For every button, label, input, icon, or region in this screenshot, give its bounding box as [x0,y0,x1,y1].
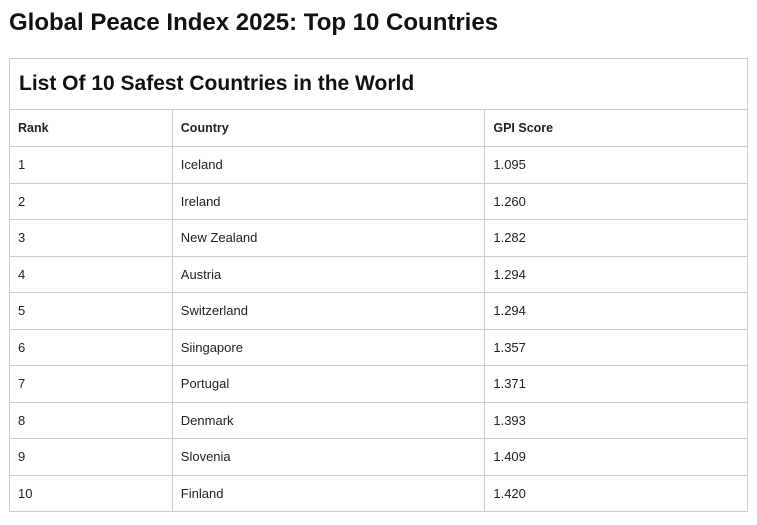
table-row: 2 Ireland 1.260 [9,182,748,220]
table-row: 8 Denmark 1.393 [9,401,748,439]
table-cell: 10 [9,474,173,512]
table-row: 9 Slovenia 1.409 [9,438,748,476]
table-cell: 1.393 [484,401,748,439]
page-title: Global Peace Index 2025: Top 10 Countrie… [9,9,499,36]
table-cell: 4 [9,255,173,293]
table-cell: Iceland [171,146,486,184]
header-row: Rank Country GPI Score [9,109,748,147]
table-cell: 1.282 [484,219,748,257]
table-cell: 6 [9,328,173,366]
table-row: 6 Siingapore 1.357 [9,328,748,366]
table-cell: Finland [171,474,486,512]
table-cell: 1.294 [484,255,748,293]
table-cell: 1 [9,146,173,184]
table-cell: 1.420 [484,474,748,512]
table-cell: 1.095 [484,146,748,184]
table-cell: 1.260 [484,182,748,220]
column-header: Rank [9,109,173,147]
table-cell: 5 [9,292,173,330]
table-cell: 7 [9,365,173,403]
table-cell: Siingapore [171,328,486,366]
table-cell: Switzerland [171,292,486,330]
table-cell: 1.294 [484,292,748,330]
table-row: 5 Switzerland 1.294 [9,292,748,330]
table-row: 1 Iceland 1.095 [9,146,748,184]
table-cell: 3 [9,219,173,257]
table-cell: Denmark [171,401,486,439]
table-cell: 1.409 [484,438,748,476]
table-cell: 8 [9,401,173,439]
table-row: 7 Portugal 1.371 [9,365,748,403]
data-table: List Of 10 Safest Countries in the World… [9,58,748,512]
table-cell: 9 [9,438,173,476]
table-body: 1 Iceland 1.095 2 Ireland 1.260 3 New Zealand 1.… [9,146,748,512]
table-cell: Austria [171,255,486,293]
table-row: 10 Finland 1.420 [9,474,748,512]
table-cell: Ireland [171,182,486,220]
table-cell: 1.357 [484,328,748,366]
table-caption: List Of 10 Safest Countries in the World [9,58,748,109]
table-cell: Slovenia [171,438,486,476]
table-row: 3 New Zealand 1.282 [9,219,748,257]
table-row: 4 Austria 1.294 [9,255,748,293]
column-header: Country [171,109,486,147]
table-cell: 2 [9,182,173,220]
table-cell: Portugal [171,365,486,403]
table-cell: New Zealand [171,219,486,257]
column-header: GPI Score [484,109,748,147]
table-head: Rank Country GPI Score [9,109,748,147]
table-cell: 1.371 [484,365,748,403]
